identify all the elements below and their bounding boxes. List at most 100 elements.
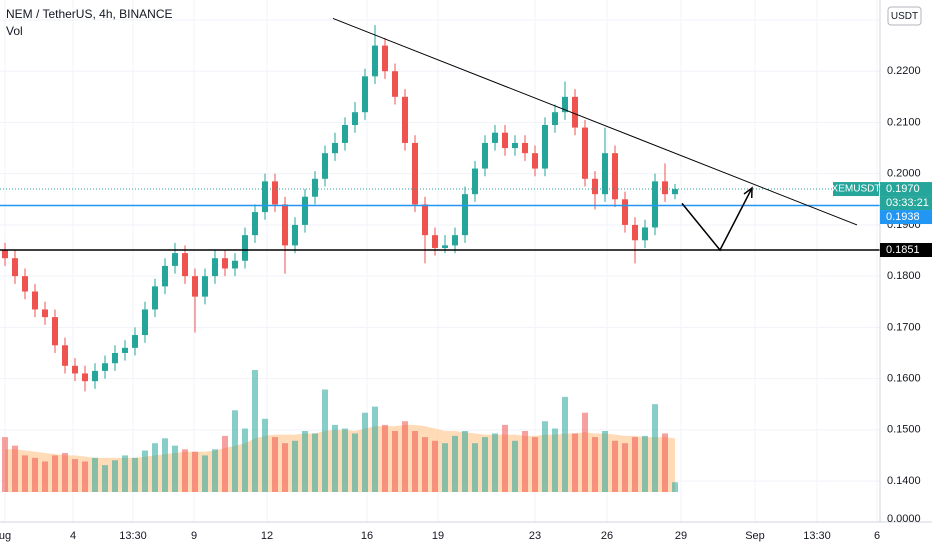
volume-bar	[152, 443, 158, 492]
candle-body	[262, 181, 268, 213]
volume-bar	[642, 435, 648, 492]
projection-arrow	[681, 187, 753, 252]
candle-body	[632, 224, 638, 241]
candle-body	[192, 276, 198, 297]
x-tick-label: ug	[0, 530, 11, 542]
volume-bar	[32, 457, 38, 492]
candle-body	[542, 125, 548, 169]
volume-bar	[342, 428, 348, 492]
price-label-box	[880, 210, 932, 225]
chart-title: NEM / TetherUS, 4h, BINANCE	[6, 7, 173, 21]
candle-body	[52, 317, 58, 346]
candle-body	[552, 112, 558, 126]
candle-body	[12, 258, 18, 277]
candle-body	[72, 365, 78, 374]
x-tick-label: 12	[261, 530, 273, 542]
candle-body	[572, 96, 578, 128]
candle-body	[372, 45, 378, 77]
volume-bar	[72, 459, 78, 492]
volume-bar	[512, 440, 518, 492]
volume-bar	[52, 455, 58, 492]
volume-bar	[432, 440, 438, 492]
candle-body	[582, 127, 588, 179]
volume-bar	[572, 433, 578, 492]
volume-bar	[2, 437, 8, 492]
volume-bar	[302, 431, 308, 492]
volume-bar	[532, 437, 538, 492]
volume-bar	[232, 410, 238, 492]
volume-bar	[42, 461, 48, 492]
candle-body	[212, 258, 218, 277]
candle-body	[392, 71, 398, 97]
candle-body	[22, 276, 28, 292]
trendline	[332, 17, 858, 226]
volume-bar	[252, 370, 258, 492]
volume-bar	[382, 424, 388, 492]
candle-body	[472, 168, 478, 195]
candle-body	[352, 112, 358, 126]
volume-bar	[242, 428, 248, 492]
volume-bar	[142, 450, 148, 492]
volume-bar	[662, 433, 668, 492]
candle-body	[602, 153, 608, 195]
candles	[2, 25, 678, 392]
currency-button[interactable]	[887, 6, 922, 26]
candle-body	[662, 181, 668, 195]
candle-body	[522, 142, 528, 154]
volume-bar	[312, 433, 318, 492]
candle-body	[2, 250, 8, 259]
candle-body	[202, 276, 208, 297]
symbol-box	[833, 182, 879, 197]
candle-body	[122, 347, 128, 353]
x-tick-label: 9	[191, 530, 197, 542]
volume-bar	[92, 457, 98, 492]
volume-bar	[162, 438, 168, 492]
volume-bar	[652, 404, 658, 492]
candle-body	[162, 265, 168, 287]
currency-label[interactable]: USDT	[891, 11, 918, 22]
candle-body	[362, 76, 368, 113]
candle-body	[62, 345, 68, 366]
y-tick-label: 0.2100	[887, 116, 921, 128]
volume-bar	[102, 465, 108, 492]
volume-bar	[12, 445, 18, 492]
volume-bar	[172, 445, 178, 492]
y-tick-label: 0.1500	[887, 424, 921, 436]
candle-body	[592, 178, 598, 195]
volume-bar	[332, 424, 338, 492]
volume-bar	[272, 437, 278, 492]
volume-bar	[452, 435, 458, 492]
y-tick-label: 0.1800	[887, 270, 921, 282]
volume-label: Vol	[6, 24, 23, 38]
volume-bar	[632, 437, 638, 492]
candle-body	[342, 125, 348, 143]
volume-bar	[522, 431, 528, 492]
price-label-box	[880, 182, 932, 197]
price-label: 0.1851	[886, 244, 920, 256]
volume-pane	[2, 370, 678, 492]
volume-bar	[492, 433, 498, 492]
candle-body	[652, 181, 658, 228]
candle-body	[232, 260, 238, 269]
candle-body	[642, 227, 648, 241]
volume-bar	[472, 443, 478, 492]
volume-bar	[542, 421, 548, 492]
volume-bar	[412, 431, 418, 492]
volume-bar	[182, 449, 188, 492]
candle-body	[422, 204, 428, 236]
volume-bar	[422, 437, 428, 492]
volume-bar	[62, 452, 68, 492]
y-tick-label: 0.2000	[887, 168, 921, 180]
volume-bar	[502, 424, 508, 492]
volume-bar	[552, 428, 558, 492]
price-labels: 0.1970 XEMUSDT 03:33:21 0.1938 0.1851	[832, 182, 932, 258]
price-label-box	[880, 243, 932, 258]
candle-body	[112, 352, 118, 364]
volume-axis-label: 0.0000	[887, 513, 921, 525]
candle-body	[252, 212, 258, 236]
countdown-label: 03:33:21	[886, 197, 929, 209]
candle-body	[452, 235, 458, 246]
x-tick-label: 13:30	[119, 530, 147, 542]
candle-body	[282, 204, 288, 246]
candle-body	[562, 96, 568, 113]
